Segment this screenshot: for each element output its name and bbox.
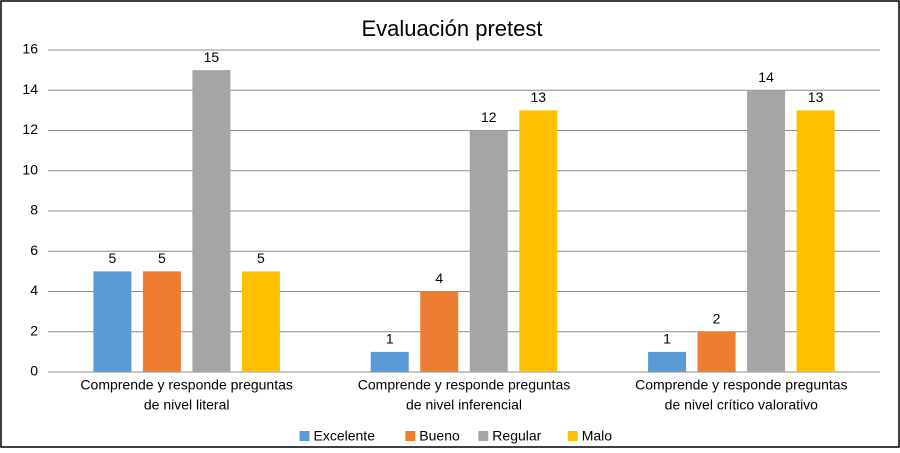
y-tick-label: 16: [22, 41, 38, 57]
bar: [519, 110, 558, 372]
x-tick-label: Comprende y responde preguntas: [358, 377, 570, 393]
legend-swatch: [405, 431, 416, 441]
bar: [142, 271, 181, 372]
chart-title: Evaluación pretest: [362, 16, 543, 41]
data-label: 5: [257, 250, 265, 266]
data-label: 14: [758, 69, 774, 85]
bar: [796, 110, 835, 372]
legend-label: Bueno: [419, 428, 460, 444]
y-tick-label: 10: [22, 161, 38, 177]
y-tick-label: 12: [22, 121, 38, 137]
y-tick-label: 0: [30, 363, 38, 379]
data-label: 2: [713, 310, 721, 326]
data-label: 12: [481, 109, 497, 125]
data-label: 1: [386, 331, 394, 347]
x-tick-label: Comprende y responde preguntas: [635, 377, 847, 393]
bar: [93, 271, 132, 372]
y-tick-label: 14: [22, 81, 38, 97]
y-tick-label: 2: [30, 322, 38, 338]
bar: [469, 130, 508, 372]
legend-swatch: [478, 431, 489, 441]
bar: [370, 351, 409, 372]
x-tick-label: de nivel literal: [144, 397, 230, 413]
data-label: 15: [204, 49, 220, 65]
bar: [747, 90, 786, 372]
bar: [420, 291, 459, 372]
bar: [648, 351, 687, 372]
x-tick-label: de nivel crítico valorativo: [665, 397, 819, 413]
legend-label: Regular: [492, 428, 541, 444]
x-tick-label: de nivel inferencial: [406, 397, 522, 413]
y-tick-label: 8: [30, 202, 38, 218]
bar: [192, 70, 231, 372]
legend-label: Excelente: [314, 428, 376, 444]
legend-label: Malo: [582, 428, 613, 444]
data-label: 13: [808, 89, 824, 105]
data-label: 4: [435, 270, 443, 286]
y-tick-label: 6: [30, 242, 38, 258]
x-tick-label: Comprende y responde preguntas: [80, 377, 292, 393]
y-tick-label: 4: [30, 282, 38, 298]
data-label: 5: [109, 250, 117, 266]
legend-swatch: [299, 431, 310, 441]
bar: [241, 271, 280, 372]
data-label: 1: [663, 331, 671, 347]
bar: [697, 331, 736, 372]
data-label: 13: [530, 89, 546, 105]
data-label: 5: [158, 250, 166, 266]
legend-swatch: [567, 431, 578, 441]
